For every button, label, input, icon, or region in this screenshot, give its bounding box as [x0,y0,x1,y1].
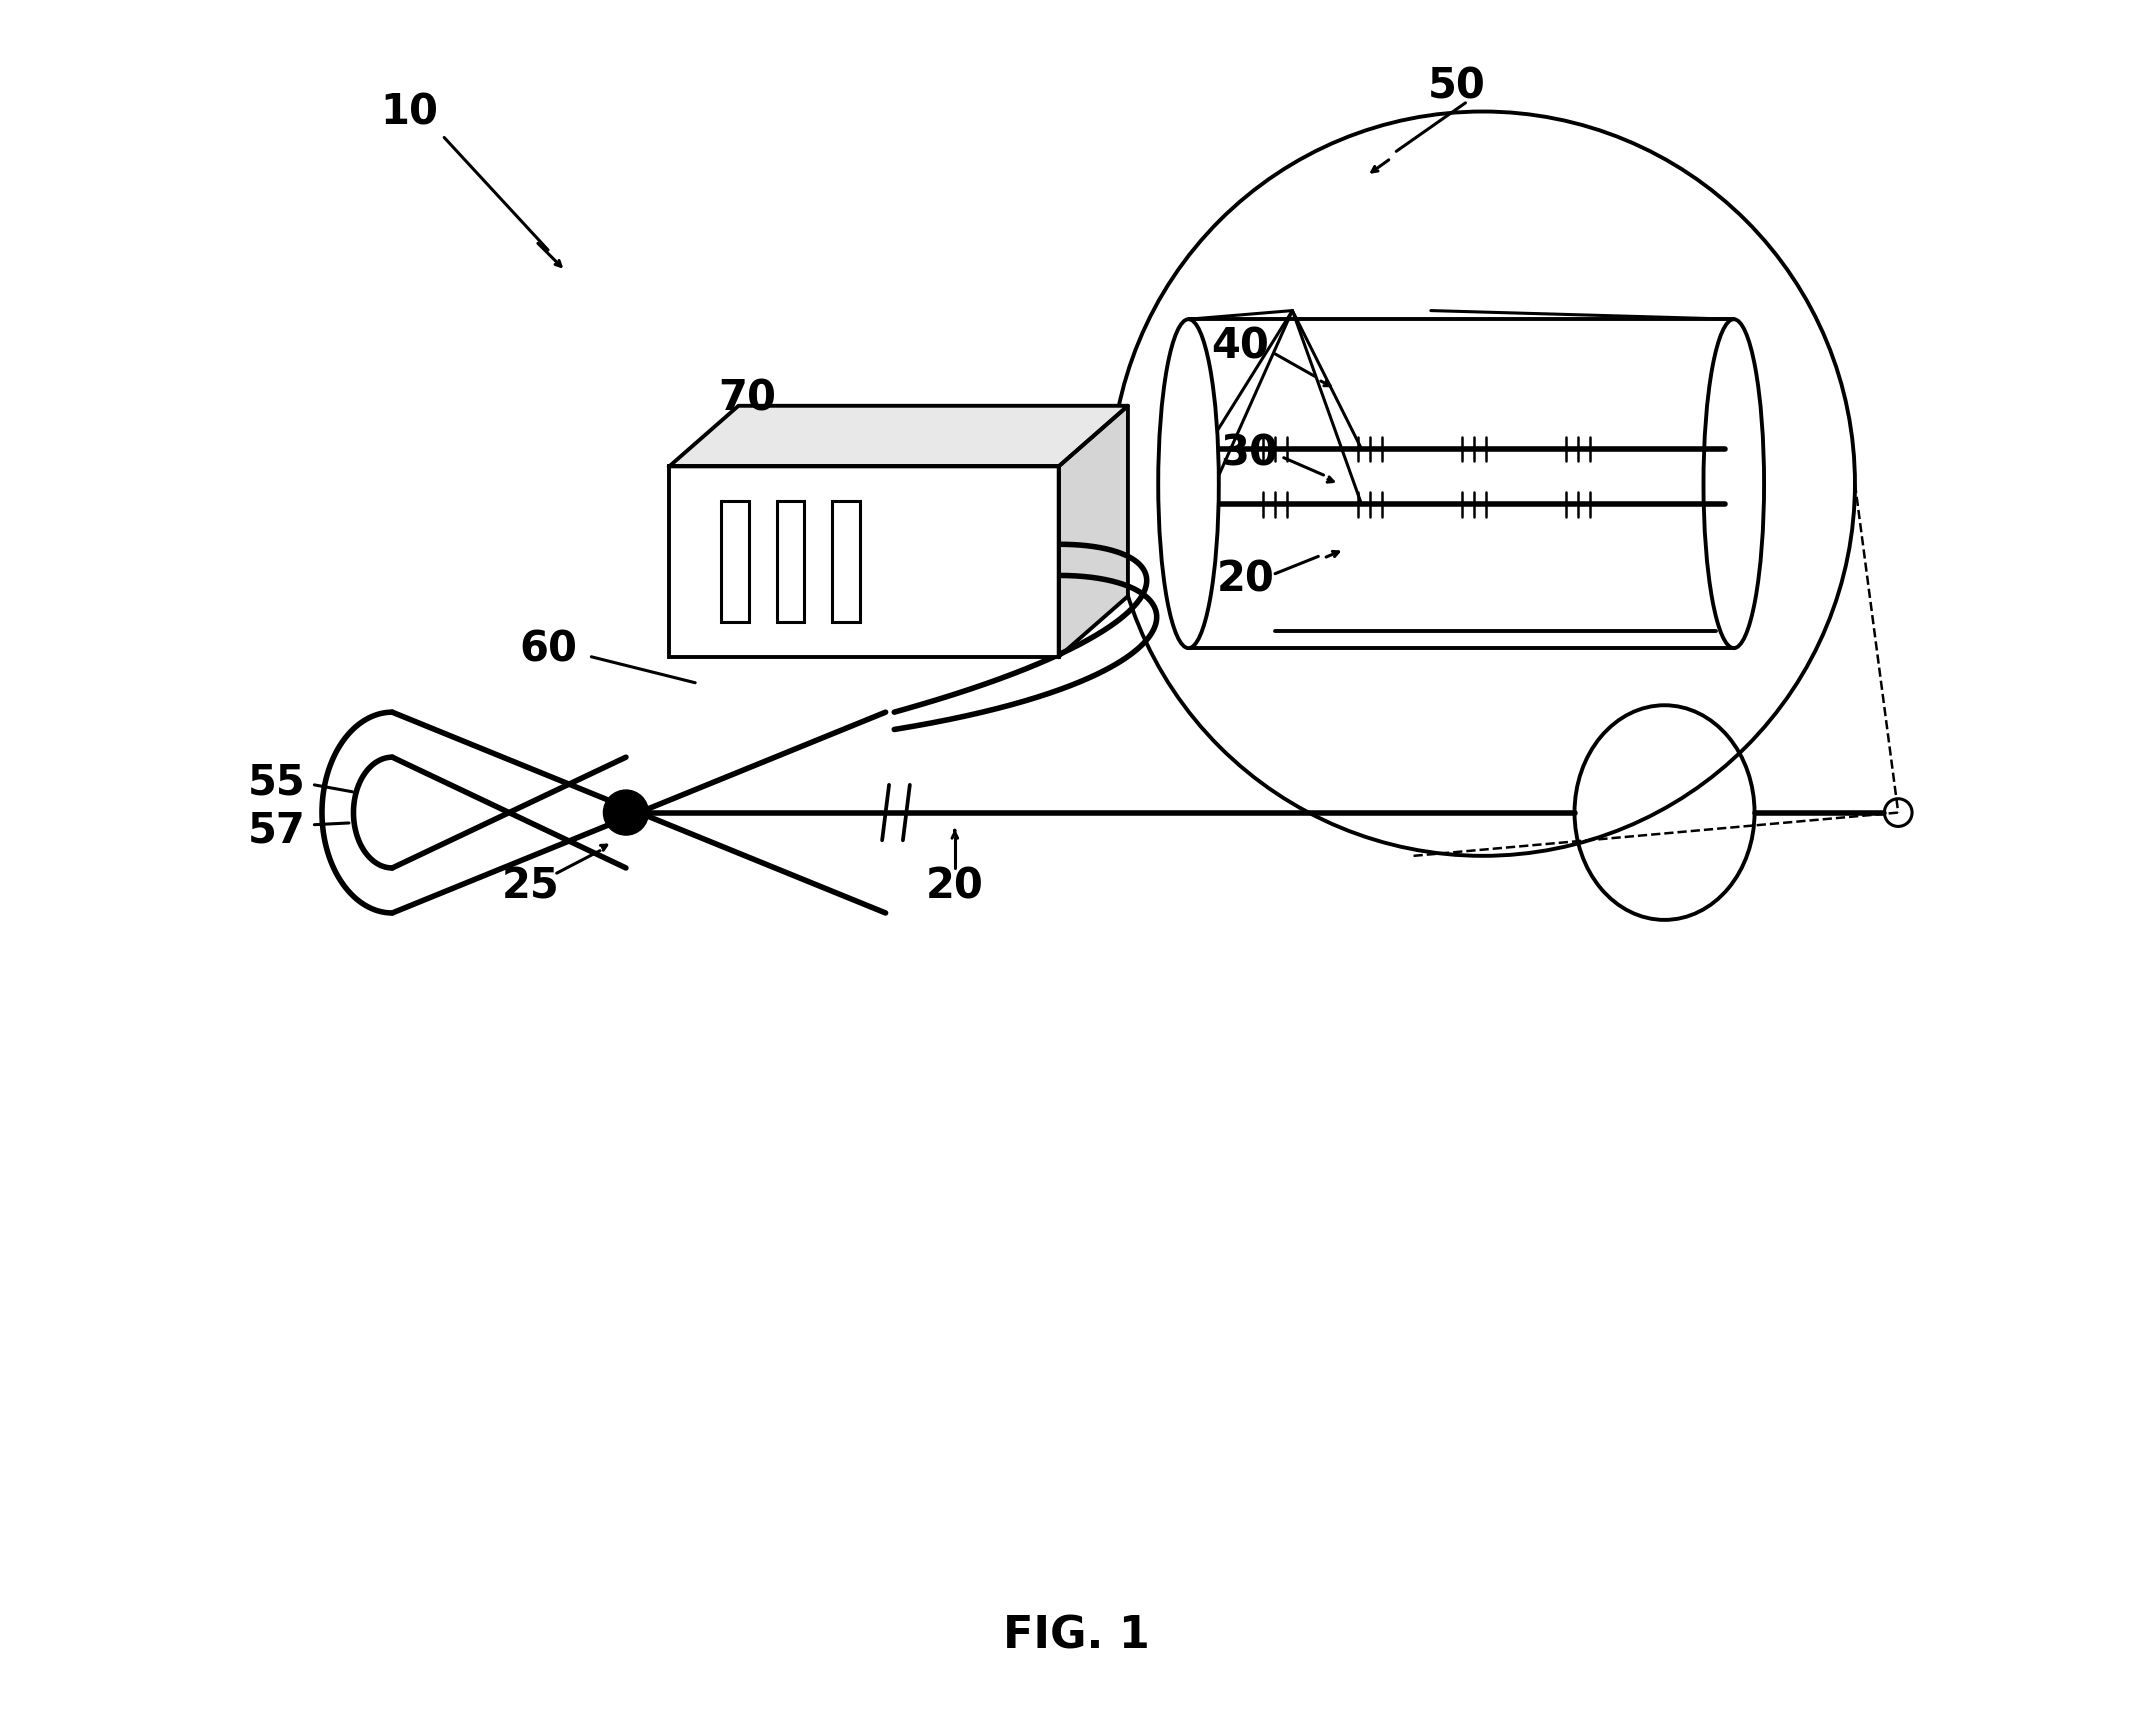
Polygon shape [669,407,1128,467]
Text: FIG. 1: FIG. 1 [1003,1614,1149,1656]
Text: 70: 70 [719,377,777,419]
Ellipse shape [1158,320,1218,649]
Text: 55: 55 [247,761,306,803]
Bar [669,467,1059,657]
Text: 60: 60 [519,628,577,670]
Text: 10: 10 [381,92,439,133]
Text: 57: 57 [247,810,306,851]
Bar [833,502,859,623]
Bar [777,502,805,623]
Circle shape [603,791,648,836]
Text: 20: 20 [1216,559,1274,600]
Text: 50: 50 [1429,66,1485,107]
Polygon shape [1059,407,1128,657]
Text: 20: 20 [925,865,983,907]
Bar [721,502,749,623]
Text: 40: 40 [1212,325,1270,367]
Text: 30: 30 [1220,432,1278,474]
Text: 25: 25 [501,865,560,907]
